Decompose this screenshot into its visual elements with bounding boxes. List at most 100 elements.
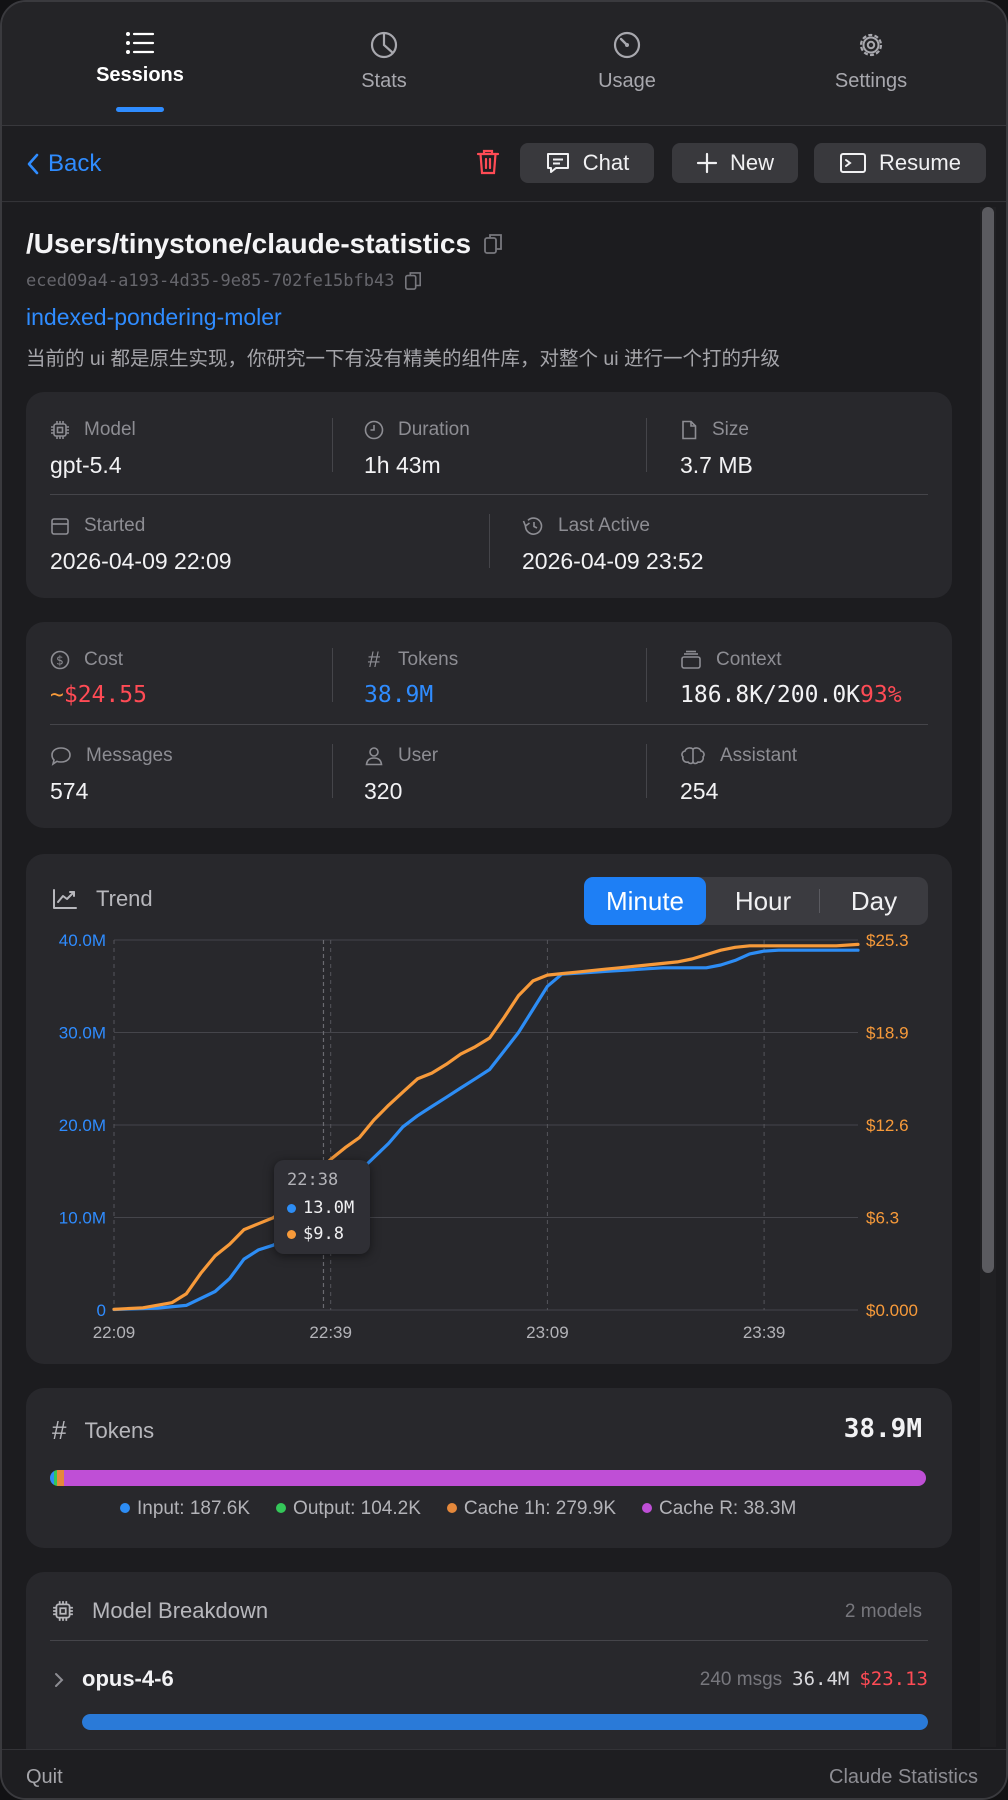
range-segmented-control: Minute Hour Day (584, 877, 928, 925)
back-button-label: Back (48, 150, 102, 177)
tokens-value: 38.9M (364, 682, 434, 708)
tab-usage[interactable]: Usage (527, 30, 727, 120)
segment-divider (819, 889, 820, 913)
chat-button-label: Chat (582, 150, 630, 175)
y-right-tick-label: $6.3 (866, 1209, 899, 1228)
new-session-button[interactable]: New (672, 143, 798, 183)
chat-button[interactable]: Chat (520, 143, 654, 183)
model-breakdown-title: Model Breakdown (92, 1598, 269, 1623)
tab-settings[interactable]: Settings (771, 30, 971, 120)
chart-tooltip: 22:38 13.0M $9.8 (274, 1160, 370, 1254)
clock-icon (364, 420, 384, 440)
session-path-title: /Users/tinystone/claude-statistics (26, 228, 503, 260)
tooltip-time: 22:38 (287, 1170, 339, 1190)
cpu-chip-icon (51, 421, 69, 439)
divider (50, 724, 928, 725)
brain-icon (681, 747, 705, 765)
copy-path-icon[interactable] (483, 232, 503, 256)
started-cell: Started 2026-04-09 22:09 (50, 514, 232, 575)
tooltip-cost-row: $9.8 (287, 1224, 344, 1244)
calendar-icon (51, 518, 69, 535)
duration-value: 1h 43m (364, 452, 441, 478)
chevron-right-icon[interactable] (54, 1672, 64, 1688)
messages-value: 574 (50, 778, 89, 804)
y-left-tick-label: 40.0M (59, 931, 106, 950)
cpu-chip-icon (53, 1601, 73, 1621)
x-tick-label: 23:39 (743, 1323, 786, 1342)
gear-icon (859, 33, 883, 57)
last-active-label: Last Active (558, 515, 650, 536)
trend-chart[interactable]: 0 $0.000 10.0M $6.3 20.0M $12.6 30.0M $18.9 40.0… (32, 924, 932, 1344)
top-tab-bar: Sessions Stats Usage Settings (2, 2, 1006, 126)
user-value: 320 (364, 778, 403, 804)
copy-id-icon[interactable] (404, 270, 422, 292)
scrollbar-thumb[interactable] (982, 207, 994, 1273)
divider (50, 1640, 928, 1641)
model-stats: 240 msgs 36.4M $23.13 (700, 1668, 928, 1691)
session-path: /Users/tinystone/claude-statistics (26, 228, 472, 259)
token-bar-segment (54, 1470, 58, 1486)
divider (646, 648, 647, 702)
status-bar: Quit Claude Statistics (2, 1749, 1006, 1798)
model-breakdown-header: Model Breakdown (52, 1598, 268, 1624)
size-cell: Size 3.7 MB (680, 418, 753, 479)
model-row-opus[interactable]: opus-4-6 240 msgs 36.4M $23.13 (50, 1664, 928, 1696)
stack-icon (681, 650, 701, 669)
cost-cell: $ Cost ~$24.55 (50, 648, 147, 708)
plus-icon (696, 152, 718, 174)
resume-button-label: Resume (879, 150, 961, 175)
trend-header: Trend (52, 886, 153, 912)
model-value: gpt-5.4 (50, 452, 122, 478)
started-label: Started (84, 515, 146, 536)
tab-sessions[interactable]: Sessions (40, 30, 240, 120)
x-tick-label: 23:09 (526, 1323, 569, 1342)
model-share-fill (82, 1714, 928, 1730)
range-hour[interactable]: Hour (734, 886, 792, 916)
model-breakdown-card (26, 1572, 952, 1772)
svg-text:$: $ (56, 654, 64, 668)
tab-stats[interactable]: Stats (284, 30, 484, 120)
chevron-left-icon (27, 153, 39, 175)
divider (332, 418, 333, 472)
tab-usage-label: Usage (598, 70, 656, 92)
duration-cell: Duration 1h 43m (364, 418, 470, 479)
session-slug-link[interactable]: indexed-pondering-moler (26, 304, 282, 330)
app-name: Claude Statistics (829, 1766, 978, 1788)
quit-button[interactable]: Quit (26, 1766, 63, 1788)
context-percent: 93% (860, 682, 902, 708)
tokens-header: # Tokens (52, 1415, 154, 1446)
document-icon (682, 420, 697, 440)
context-label: Context (716, 649, 782, 670)
delete-trash-icon[interactable] (476, 148, 500, 176)
assistant-value: 254 (680, 778, 719, 804)
context-value: 186.8K/200.0K93% (680, 682, 902, 708)
tokens-label: Tokens (398, 649, 459, 670)
tokens-series-line (112, 948, 860, 1312)
y-left-tick-label: 30.0M (59, 1024, 106, 1043)
user-label: User (398, 745, 439, 766)
model-name: opus-4-6 (82, 1666, 174, 1691)
person-icon (365, 747, 383, 766)
range-minute[interactable]: Minute (584, 877, 706, 925)
cost-label: Cost (84, 649, 124, 670)
resume-button[interactable]: Resume (814, 143, 986, 183)
message-bubble-icon (51, 747, 71, 766)
new-button-label: New (729, 150, 774, 175)
cost-series-line (112, 942, 860, 1311)
model-count: 2 models (844, 1601, 922, 1622)
range-day[interactable]: Day (850, 886, 898, 916)
tooltip-tokens-dot (287, 1203, 296, 1213)
tab-sessions-label: Sessions (96, 64, 184, 86)
hash-icon: # (367, 647, 381, 672)
session-info-card: Model gpt-5.4 Duration 1h 43m Size 3.7 M… (26, 392, 952, 598)
divider (489, 514, 490, 568)
x-tick-label: 22:09 (93, 1323, 136, 1342)
x-tick-label: 22:39 (309, 1323, 352, 1342)
session-id: eced09a4-a193-4d35-9e85-702fe15bfb43 (26, 271, 395, 291)
cost-approx-prefix: ~ (50, 682, 64, 708)
tokens-total: 38.9M (843, 1414, 922, 1444)
messages-label: Messages (86, 745, 173, 766)
back-button[interactable]: Back (26, 150, 101, 178)
model-msgs: 240 msgs (699, 1669, 783, 1690)
